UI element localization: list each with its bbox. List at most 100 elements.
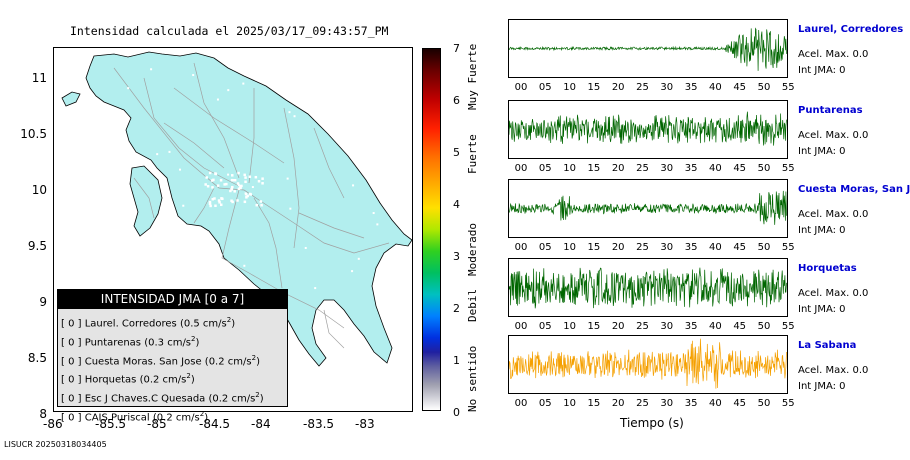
town-marker bbox=[314, 287, 316, 289]
legend-close: ) bbox=[191, 375, 195, 386]
town-marker bbox=[288, 111, 290, 113]
latitude-tick-label: 10 bbox=[32, 183, 47, 197]
colorbar-tick-label: 5 bbox=[453, 146, 460, 159]
town-marker bbox=[252, 186, 254, 188]
map-title: Intensidad calculada el 2025/03/17_09:43… bbox=[70, 24, 389, 38]
time-tick-label: 35 bbox=[685, 163, 698, 174]
colorbar-tick-label: 0 bbox=[453, 406, 460, 419]
town-marker bbox=[289, 208, 291, 210]
time-tick-label: 55 bbox=[782, 398, 795, 409]
town-marker bbox=[305, 247, 307, 249]
legend-value: (0.2 cm/s bbox=[208, 394, 255, 405]
legend-station: Horquetas bbox=[85, 375, 137, 386]
colorbar-tick-label: 3 bbox=[453, 250, 460, 263]
legend-station: Laurel. Corredores bbox=[85, 318, 177, 329]
waveform-line bbox=[509, 112, 787, 146]
waveform-line bbox=[509, 268, 787, 309]
time-tick-label: 05 bbox=[539, 163, 552, 174]
town-marker bbox=[352, 184, 354, 186]
legend-header: INTENSIDAD JMA [0 a 7] bbox=[58, 290, 287, 309]
station-name: Cuesta Moras, San Jose bbox=[798, 184, 910, 195]
town-marker bbox=[239, 187, 242, 190]
legend-intensity: [ 0 ] bbox=[61, 337, 82, 348]
town-marker bbox=[217, 184, 220, 187]
town-marker bbox=[244, 176, 247, 179]
time-tick-label: 45 bbox=[733, 163, 746, 174]
latitude-tick-label: 8 bbox=[39, 407, 47, 421]
time-tick-label: 40 bbox=[709, 321, 722, 332]
town-marker bbox=[182, 205, 184, 207]
colorbar-tick-label: 2 bbox=[453, 302, 460, 315]
station-jma-intensity: Int JMA: 0 bbox=[798, 225, 846, 236]
time-tick-label: 55 bbox=[782, 163, 795, 174]
time-tick-label: 30 bbox=[660, 163, 673, 174]
legend-row: [ 0 ] CAIS Puriscal (0.2 cm/s2) bbox=[58, 407, 287, 426]
colorbar-category-no-sentido: No sentido bbox=[466, 346, 479, 412]
town-marker bbox=[245, 192, 247, 194]
colorbar-tick-label: 4 bbox=[453, 198, 460, 211]
time-tick-label: 20 bbox=[612, 242, 625, 253]
town-marker bbox=[287, 178, 289, 180]
latitude-tick-label: 8.5 bbox=[28, 351, 47, 365]
town-marker bbox=[279, 92, 281, 94]
time-tick-label: 45 bbox=[733, 398, 746, 409]
town-marker bbox=[214, 205, 217, 208]
time-tick-label: 20 bbox=[612, 398, 625, 409]
town-marker bbox=[231, 201, 234, 204]
legend-station: Puntarenas bbox=[85, 337, 141, 348]
time-tick-label: 40 bbox=[709, 163, 722, 174]
seismogram-trace bbox=[508, 100, 788, 159]
legend-intensity: [ 0 ] bbox=[61, 356, 82, 367]
time-tick-label: 15 bbox=[588, 242, 601, 253]
town-marker bbox=[231, 174, 234, 177]
town-marker bbox=[112, 236, 114, 238]
waveform-line bbox=[509, 28, 787, 71]
station-max-accel: Acel. Max. 0.0 bbox=[798, 365, 868, 376]
legend-close: ) bbox=[196, 337, 200, 348]
town-marker bbox=[179, 169, 181, 171]
time-tick-label: 50 bbox=[758, 398, 771, 409]
time-tick-label: 50 bbox=[758, 82, 771, 93]
town-marker bbox=[243, 174, 246, 177]
town-marker bbox=[106, 280, 108, 282]
time-ticks: 00 05 10 15 20 25 30 35 40 45 50 55 bbox=[508, 81, 788, 96]
time-tick-label: 10 bbox=[563, 321, 576, 332]
town-marker bbox=[242, 83, 244, 85]
time-tick-label: 55 bbox=[782, 82, 795, 93]
longitude-tick-label: -83 bbox=[355, 417, 375, 431]
town-marker bbox=[227, 174, 229, 176]
intensity-colorbar bbox=[422, 48, 441, 411]
time-tick-label: 05 bbox=[539, 82, 552, 93]
town-marker bbox=[160, 216, 162, 218]
time-ticks: 00 05 10 15 20 25 30 35 40 45 50 55 bbox=[508, 320, 788, 335]
station-name: Laurel, Corredores bbox=[798, 24, 903, 35]
time-tick-label: 05 bbox=[539, 398, 552, 409]
town-marker bbox=[211, 186, 214, 189]
time-tick-label: 05 bbox=[539, 321, 552, 332]
footer-id: LISUCR 20250318034405 bbox=[4, 440, 107, 449]
seismogram-trace bbox=[508, 19, 788, 78]
colorbar-category-muy-fuerte: Muy Fuerte bbox=[466, 44, 479, 110]
time-tick-label: 10 bbox=[563, 163, 576, 174]
time-tick-label: 35 bbox=[685, 321, 698, 332]
longitude-tick-label: -83.5 bbox=[303, 417, 334, 431]
colorbar-tick-label: 7 bbox=[453, 42, 460, 55]
legend-station: Esc J Chaves.C Quesada bbox=[85, 394, 206, 405]
legend-row: [ 0 ] Laurel. Corredores (0.5 cm/s2) bbox=[58, 313, 287, 332]
waveform bbox=[509, 336, 787, 393]
legend-value: (0.2 cm/s bbox=[140, 375, 187, 386]
town-marker bbox=[238, 184, 240, 186]
waveform bbox=[509, 20, 787, 77]
colorbar-category-debil: Debil bbox=[466, 289, 479, 322]
time-tick-label: 40 bbox=[709, 242, 722, 253]
town-marker bbox=[223, 183, 226, 186]
town-marker bbox=[230, 275, 232, 277]
station-name: Horquetas bbox=[798, 263, 857, 274]
town-marker bbox=[192, 74, 194, 76]
town-marker bbox=[249, 175, 252, 178]
station-jma-intensity: Int JMA: 0 bbox=[798, 146, 846, 157]
time-tick-label: 25 bbox=[636, 321, 649, 332]
town-marker bbox=[212, 179, 215, 182]
town-marker bbox=[227, 89, 229, 91]
seismogram-trace bbox=[508, 335, 788, 394]
